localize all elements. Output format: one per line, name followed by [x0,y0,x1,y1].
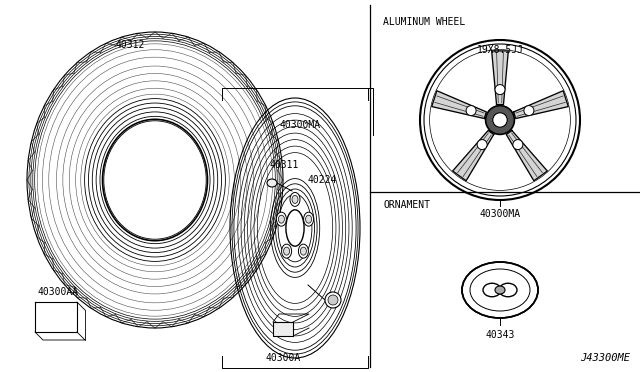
Text: 40312: 40312 [115,40,145,50]
Ellipse shape [303,212,314,226]
Text: ORNAMENT: ORNAMENT [383,200,430,210]
Text: 40300MA: 40300MA [280,120,321,130]
Ellipse shape [495,286,505,294]
Polygon shape [514,91,568,119]
Ellipse shape [278,215,284,223]
Ellipse shape [499,283,517,297]
Ellipse shape [328,295,338,305]
Ellipse shape [483,283,501,297]
Ellipse shape [290,192,300,206]
Polygon shape [452,131,493,181]
Polygon shape [506,131,547,181]
Text: 40300MA: 40300MA [479,209,520,219]
Ellipse shape [298,244,308,258]
Polygon shape [492,51,508,105]
Ellipse shape [267,179,277,187]
Ellipse shape [493,113,508,127]
Ellipse shape [486,106,515,134]
Text: 40311: 40311 [270,160,300,170]
Ellipse shape [513,140,523,150]
Ellipse shape [292,195,298,203]
Text: 40343: 40343 [485,330,515,340]
Ellipse shape [462,262,538,318]
Text: 19X8.5JJ: 19X8.5JJ [477,45,524,55]
Bar [273,322,293,336]
Ellipse shape [466,106,476,116]
Ellipse shape [276,212,286,226]
Ellipse shape [495,84,505,94]
Text: ALUMINUM WHEEL: ALUMINUM WHEEL [383,17,465,27]
Ellipse shape [282,244,292,258]
Ellipse shape [306,215,312,223]
Ellipse shape [300,247,307,255]
Ellipse shape [325,292,341,308]
Polygon shape [432,91,486,119]
Ellipse shape [477,140,487,150]
Ellipse shape [284,247,289,255]
Ellipse shape [524,106,534,116]
Text: 40300AA: 40300AA [38,287,79,297]
Text: 40300A: 40300A [266,353,301,363]
Text: 40224: 40224 [307,175,337,185]
Text: J43300ME: J43300ME [580,353,630,363]
